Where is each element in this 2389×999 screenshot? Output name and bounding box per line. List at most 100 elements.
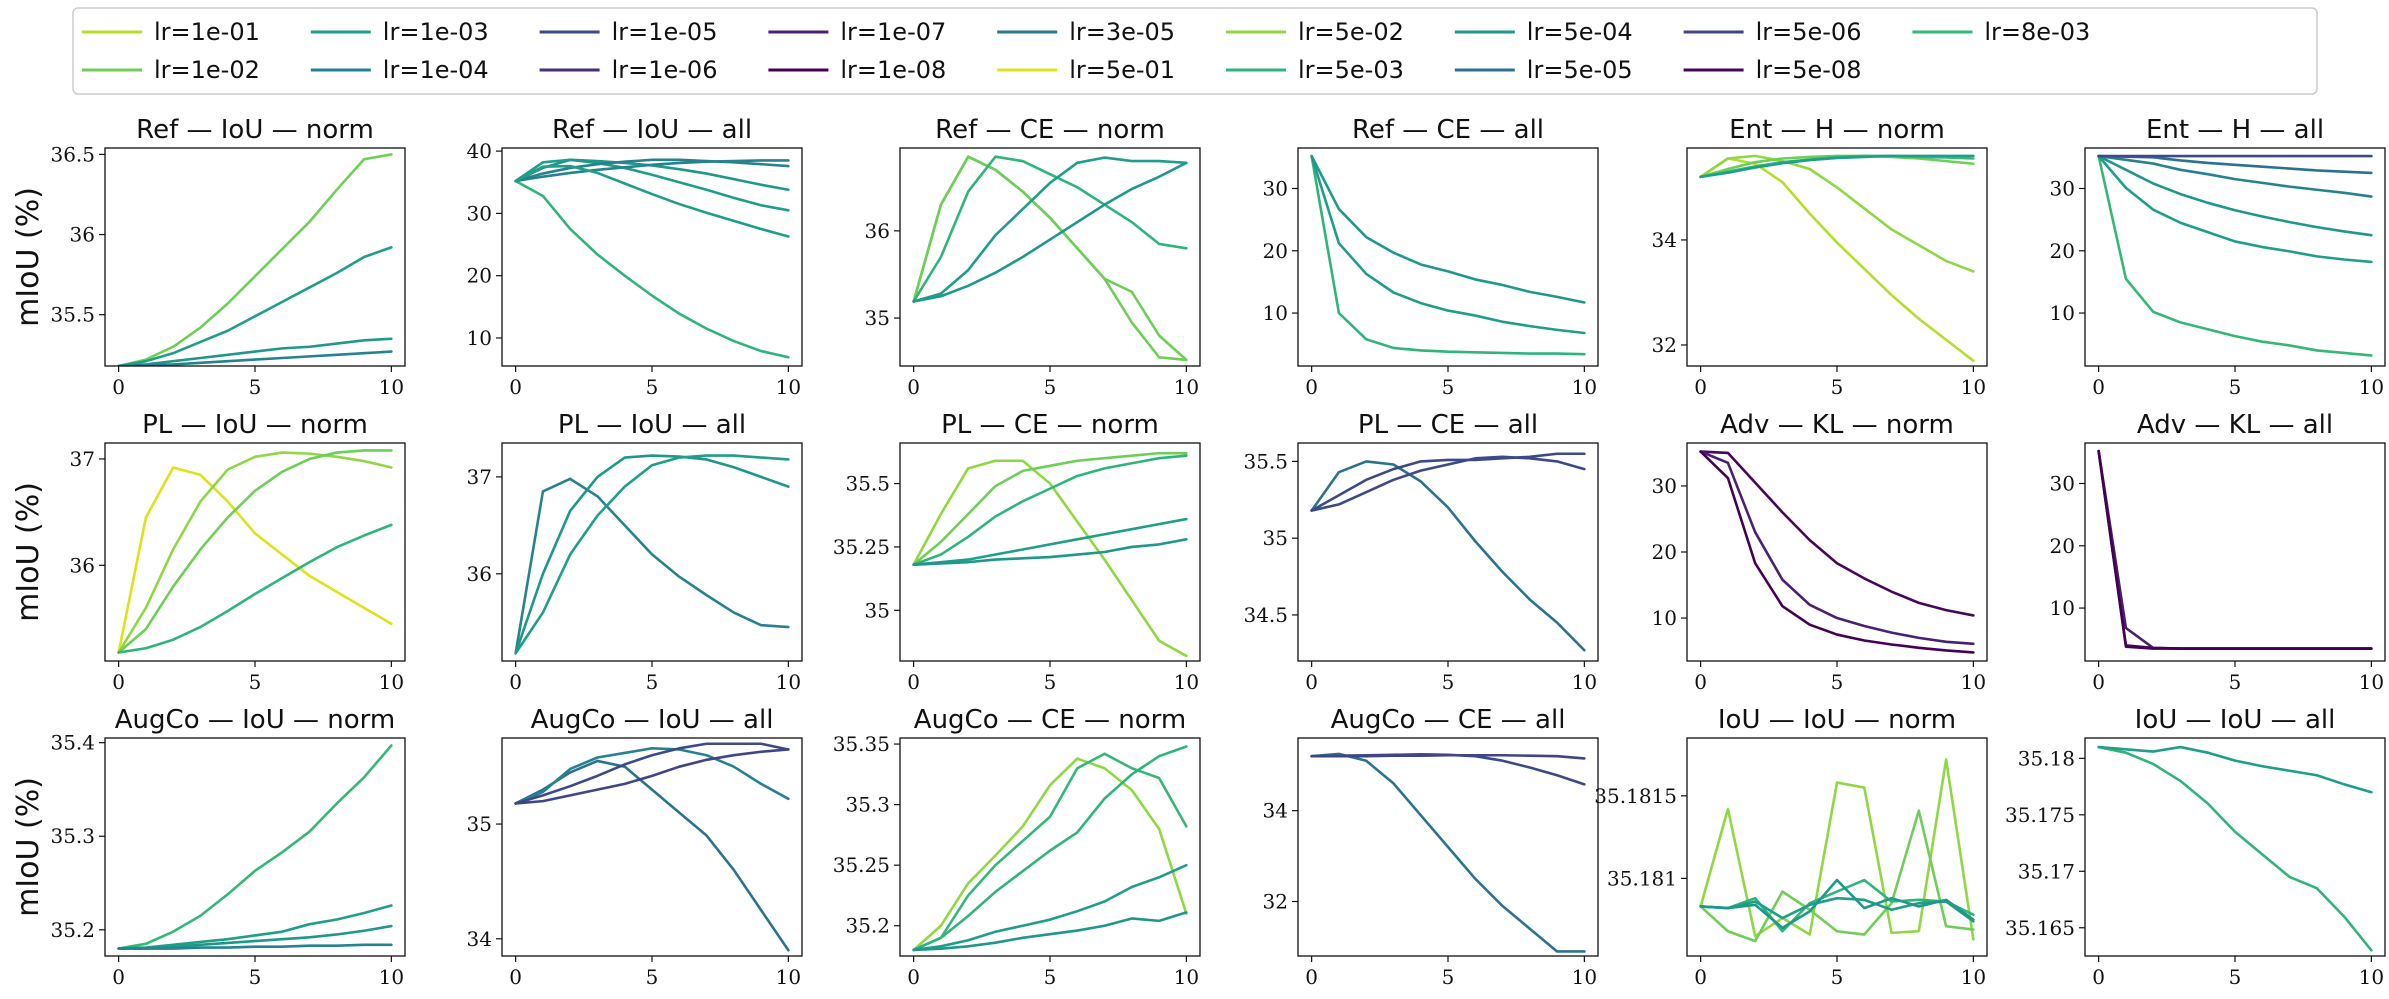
series-line bbox=[1699, 450, 1975, 646]
y-tick-label: 32 bbox=[1263, 890, 1288, 914]
y-tick-label: 10 bbox=[1263, 301, 1288, 325]
series-line bbox=[514, 454, 790, 655]
series-line bbox=[912, 517, 1188, 566]
x-tick-label: 10 bbox=[1572, 375, 1597, 399]
x-tick-label: 0 bbox=[907, 670, 920, 694]
subplot-title: AugCo — IoU — all bbox=[531, 705, 774, 735]
x-tick-label: 5 bbox=[1831, 965, 1844, 989]
series-line bbox=[1310, 455, 1586, 512]
series-group bbox=[2097, 745, 2373, 952]
subplot: AugCo — IoU — all 0 5 10 34 35 bbox=[467, 705, 803, 989]
y-tick-label: 35 bbox=[865, 306, 890, 330]
legend-frame bbox=[72, 7, 2318, 95]
legend-item: lr=5e-01 bbox=[997, 56, 1175, 84]
legend-label: lr=3e-05 bbox=[1069, 18, 1175, 46]
legend-item: lr=5e-05 bbox=[1454, 56, 1633, 84]
series-line bbox=[912, 911, 1188, 952]
x-tick-label: 10 bbox=[1572, 965, 1597, 989]
y-tick-label: 10 bbox=[1652, 606, 1677, 630]
x-tick-label: 0 bbox=[509, 965, 522, 989]
subplot-title: Ref — CE — all bbox=[1352, 115, 1544, 145]
x-tick-label: 10 bbox=[2359, 965, 2384, 989]
subplot-title: PL — CE — all bbox=[1358, 410, 1538, 440]
series-line bbox=[117, 246, 393, 366]
series-line bbox=[117, 943, 393, 950]
subplot-title: AugCo — CE — norm bbox=[914, 705, 1186, 735]
series-line bbox=[912, 863, 1188, 952]
legend-label: lr=5e-01 bbox=[1069, 56, 1175, 84]
y-tick-label: 35.5 bbox=[1243, 449, 1288, 473]
series-line bbox=[117, 451, 393, 654]
x-tick-label: 5 bbox=[1831, 375, 1844, 399]
legend-label: lr=5e-03 bbox=[1298, 56, 1404, 84]
y-axis-label: mIoU (%) bbox=[11, 187, 46, 327]
y-tick-label: 36 bbox=[70, 223, 95, 247]
series-line bbox=[912, 757, 1188, 952]
subplot: Adv — KL — norm 0 5 10 10 20 30 bbox=[1652, 410, 1988, 694]
series-group bbox=[1310, 752, 1586, 953]
series-line bbox=[1310, 154, 1586, 304]
y-tick-label: 35 bbox=[467, 812, 492, 836]
y-tick-label: 35.18 bbox=[2018, 746, 2075, 770]
series-line bbox=[1699, 809, 1975, 943]
legend-item: lr=1e-08 bbox=[768, 56, 946, 84]
series-line bbox=[117, 744, 393, 950]
series-line bbox=[912, 155, 1188, 303]
subplot: IoU — IoU — norm 0 5 10 35.181 35.1815 bbox=[1594, 705, 1988, 989]
x-tick-label: 5 bbox=[249, 375, 262, 399]
series-line bbox=[1699, 758, 1975, 941]
subplot-title: IoU — IoU — norm bbox=[1718, 705, 1956, 735]
subplot: Adv — KL — all 0 5 10 10 20 30 bbox=[2050, 410, 2386, 694]
legend-label: lr=1e-01 bbox=[154, 18, 260, 46]
series-line bbox=[117, 523, 393, 654]
x-tick-label: 10 bbox=[2359, 670, 2384, 694]
series-line bbox=[1699, 157, 1975, 363]
subplot: Ent — H — all 0 5 10 10 20 30 bbox=[2050, 115, 2386, 399]
y-tick-label: 20 bbox=[2050, 534, 2075, 558]
x-tick-label: 0 bbox=[112, 375, 125, 399]
x-tick-label: 5 bbox=[249, 965, 262, 989]
subplot-title: IoU — IoU — all bbox=[2135, 705, 2336, 735]
series-group bbox=[117, 153, 393, 366]
y-tick-label: 34.5 bbox=[1243, 603, 1288, 627]
legend-item: lr=5e-03 bbox=[1226, 56, 1404, 84]
x-tick-label: 10 bbox=[1961, 965, 1986, 989]
y-tick-label: 35.3 bbox=[50, 824, 95, 848]
y-tick-label: 10 bbox=[467, 326, 492, 350]
series-line bbox=[912, 745, 1188, 952]
y-tick-label: 35.4 bbox=[50, 731, 95, 755]
x-tick-label: 5 bbox=[646, 965, 659, 989]
x-tick-label: 0 bbox=[907, 965, 920, 989]
x-tick-label: 5 bbox=[1044, 965, 1057, 989]
legend-label: lr=1e-06 bbox=[612, 56, 718, 84]
series-line bbox=[514, 742, 790, 805]
x-tick-label: 0 bbox=[1305, 670, 1318, 694]
subplot: Ref — CE — all 0 5 10 10 20 30 bbox=[1263, 115, 1599, 399]
series-group bbox=[514, 158, 790, 359]
legend-label: lr=5e-04 bbox=[1527, 18, 1633, 46]
y-axis-label: mIoU (%) bbox=[11, 777, 46, 917]
series-line bbox=[2097, 745, 2373, 794]
y-tick-label: 35.175 bbox=[2005, 803, 2075, 827]
x-tick-label: 5 bbox=[646, 375, 659, 399]
x-tick-label: 10 bbox=[1174, 965, 1199, 989]
x-tick-label: 5 bbox=[1442, 670, 1455, 694]
series-group bbox=[117, 449, 393, 654]
subplot: PL — CE — norm 0 5 10 35 35.25 35.5 bbox=[833, 410, 1201, 694]
x-tick-label: 10 bbox=[776, 670, 801, 694]
x-tick-label: 0 bbox=[112, 965, 125, 989]
x-tick-label: 0 bbox=[509, 375, 522, 399]
series-line bbox=[514, 747, 790, 805]
series-group bbox=[2097, 154, 2373, 357]
x-tick-label: 5 bbox=[1044, 670, 1057, 694]
legend-label: lr=5e-02 bbox=[1298, 18, 1404, 46]
y-tick-label: 30 bbox=[2050, 176, 2075, 200]
legend-item: lr=1e-03 bbox=[310, 18, 489, 46]
series-line bbox=[912, 161, 1188, 303]
x-tick-label: 10 bbox=[776, 375, 801, 399]
series-group bbox=[1310, 154, 1586, 356]
series-group bbox=[514, 454, 790, 655]
subplot: PL — IoU — norm 0 5 10 36 37 mIoU (%) bbox=[11, 410, 406, 694]
